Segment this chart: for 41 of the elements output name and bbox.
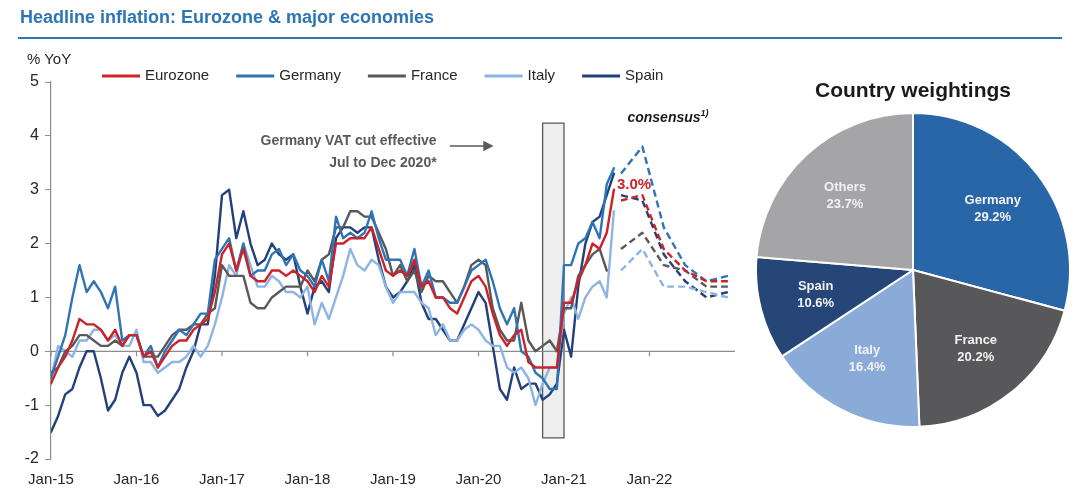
x-tick-label: Jan-15 xyxy=(28,470,74,488)
data-label: 10.6% xyxy=(797,294,835,310)
legend-label: Germany xyxy=(279,66,342,84)
y-tick-label: 5 xyxy=(30,72,40,90)
slice-label: Spain xyxy=(797,277,834,293)
data-label: 23.7% xyxy=(826,196,864,212)
x-tick-label: Jan-22 xyxy=(626,470,673,488)
legend-label: Eurozone xyxy=(145,66,210,84)
data-label: 20.2% xyxy=(957,348,995,364)
y-tick-label: -2 xyxy=(24,449,40,467)
annotation: Germany VAT cut effective Jul to Dec 2020* xyxy=(260,131,438,170)
line-series xyxy=(619,193,730,299)
legend-label: France xyxy=(410,66,458,84)
legend-label: Italy xyxy=(527,66,556,84)
slice-label: Germany xyxy=(964,191,1022,207)
y-tick-label: 3 xyxy=(30,180,40,198)
line-series xyxy=(619,231,730,288)
chart-title: Headline inflation: Eurozone & major economies xyxy=(20,7,435,28)
slice-label: Others xyxy=(824,179,866,195)
slice-label: France xyxy=(954,331,998,347)
data-label: 29.2% xyxy=(974,208,1012,224)
line-series xyxy=(619,145,730,283)
y-tick-label: 0 xyxy=(30,341,40,359)
x-tick-label: Jan-18 xyxy=(284,470,331,488)
x-tick-label: Jan-16 xyxy=(113,470,160,488)
line-series xyxy=(619,247,730,299)
y-tick-label: 2 xyxy=(30,233,40,251)
x-tick-label: Jan-19 xyxy=(370,470,416,488)
y-tick-label: 4 xyxy=(30,126,40,144)
chart-title: Country weightings xyxy=(815,78,1011,102)
slice-label: Italy xyxy=(854,342,881,358)
data-label: 16.4% xyxy=(848,359,887,375)
x-tick-label: Jan-20 xyxy=(455,470,502,488)
line-series xyxy=(619,193,730,283)
x-tick-label: Jan-17 xyxy=(199,470,245,488)
y-tick-label: 1 xyxy=(30,287,40,305)
y-tick-label: -1 xyxy=(24,395,40,413)
x-tick-label: Jan-21 xyxy=(541,470,587,488)
legend-label: Spain xyxy=(625,66,664,84)
y-axis-title: % YoY xyxy=(27,50,72,68)
data-label: 3.0% xyxy=(616,174,652,192)
